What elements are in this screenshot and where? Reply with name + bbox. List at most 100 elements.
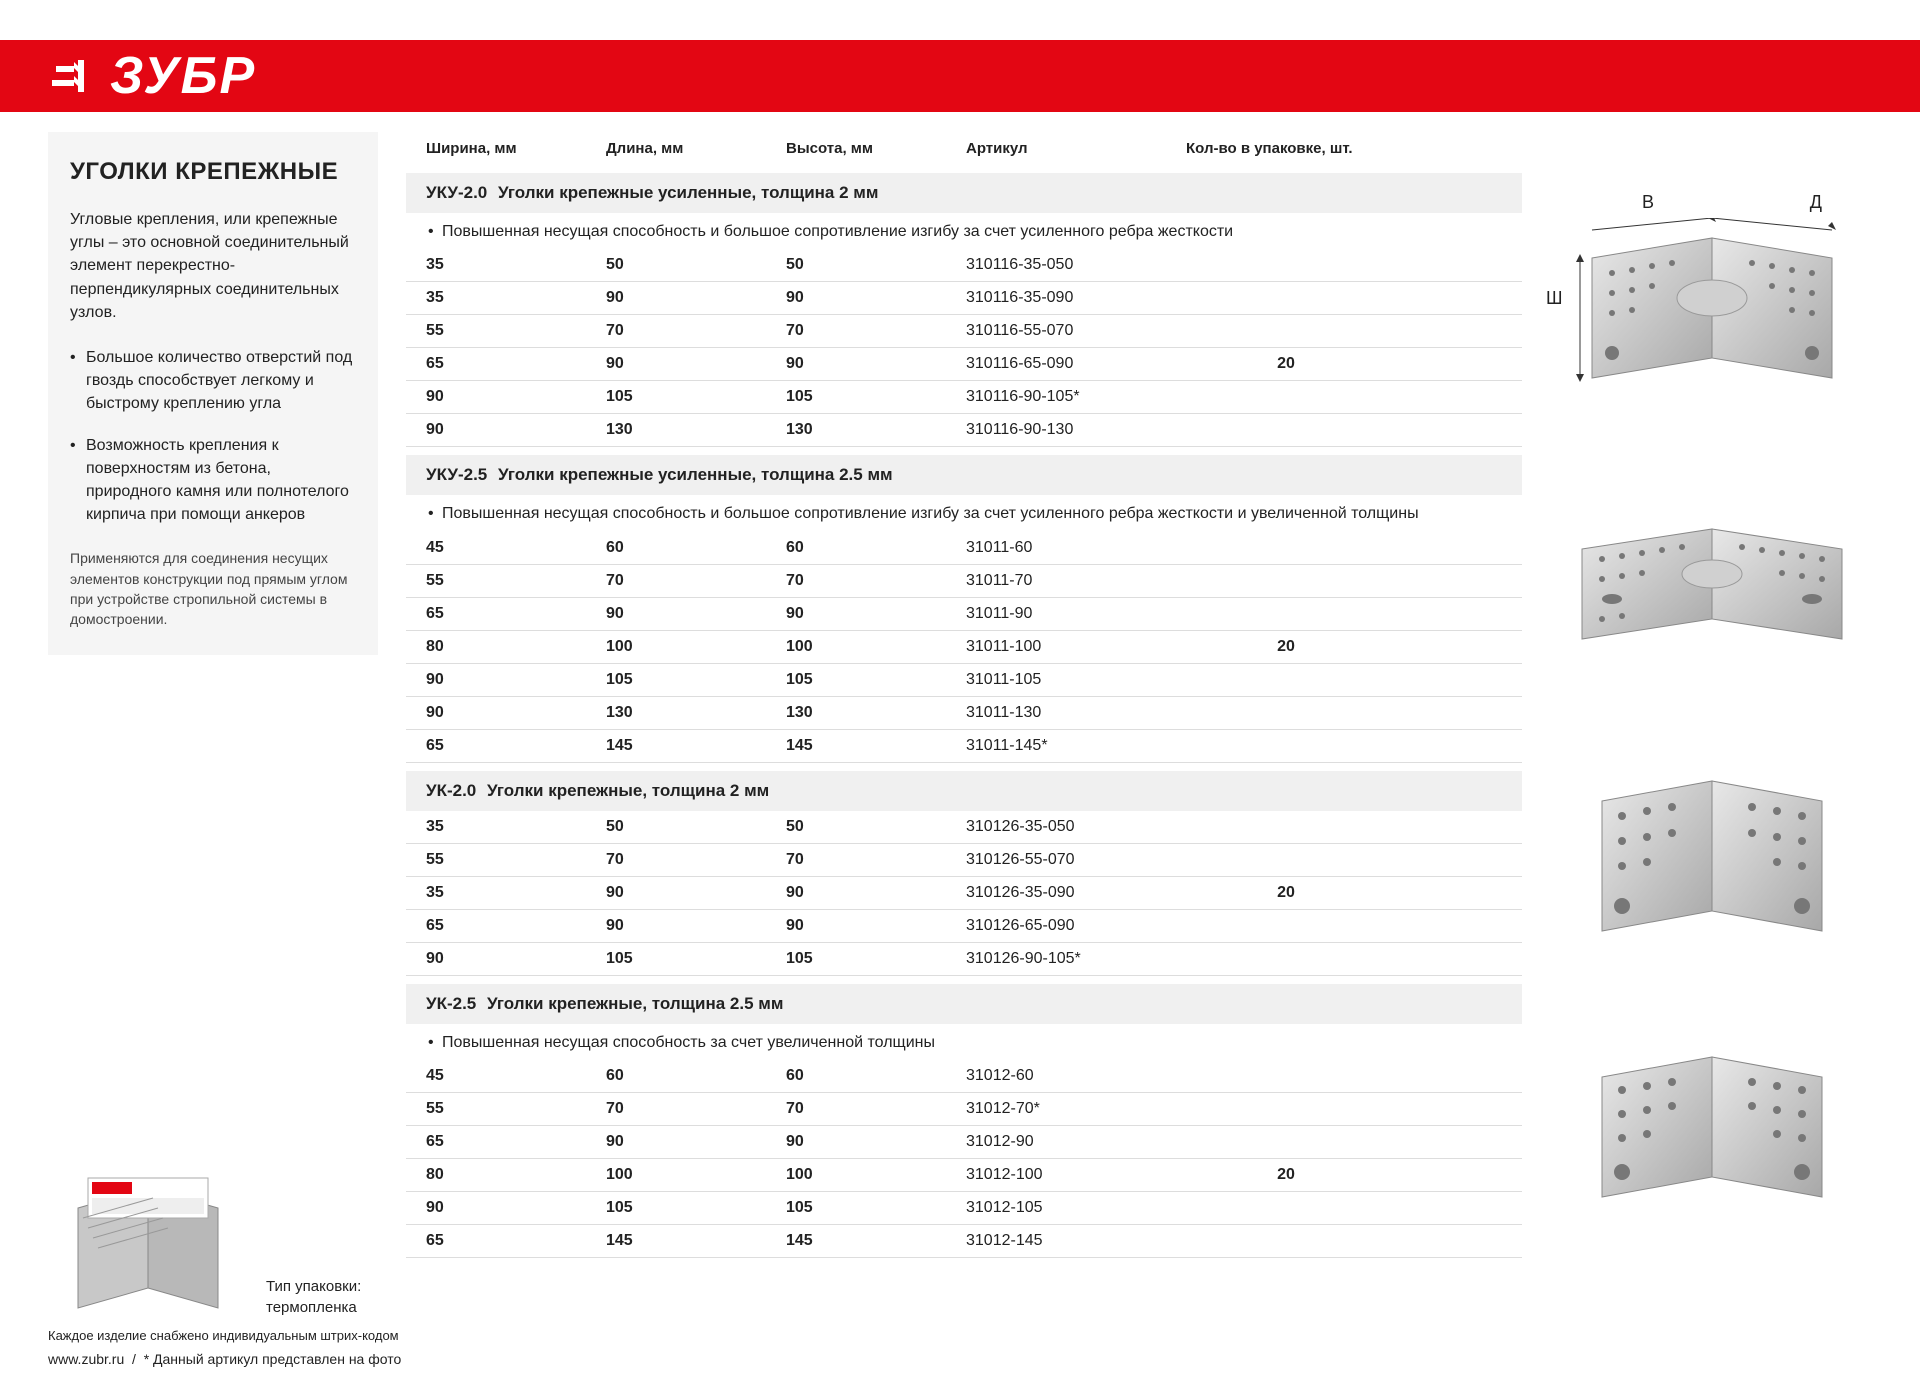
cell: 65 (426, 917, 606, 935)
table-row: 355050310126-35-050 (406, 811, 1522, 844)
cell: 105 (606, 388, 786, 406)
cell: 35 (426, 884, 606, 902)
table-row: 557070310116-55-070 (406, 315, 1522, 348)
cell: 60 (606, 539, 786, 557)
cell: 31011-105 (966, 671, 1186, 689)
col-width: Ширина, мм (426, 140, 606, 157)
cell: 90 (606, 355, 786, 373)
cell: 35 (426, 818, 606, 836)
cell: 130 (606, 421, 786, 439)
table-row: 45606031012-60 (406, 1060, 1522, 1093)
bracket-image-plain (1552, 741, 1872, 961)
logo-icon (48, 52, 96, 100)
cell: 90 (786, 884, 966, 902)
section-note: Повышенная несущая способность за счет у… (406, 1024, 1522, 1060)
bracket-image-reinforced: В Д Ш (1552, 198, 1872, 418)
cell: 70 (786, 322, 966, 340)
cell: 65 (426, 737, 606, 755)
dim-h: Ш (1546, 288, 1563, 309)
col-length: Длина, мм (606, 140, 786, 157)
footer: Тип упаковки: термопленка Каждое изделие… (48, 1168, 1872, 1367)
cell: 45 (426, 539, 606, 557)
table-row: 45606031011-60 (406, 532, 1522, 565)
feature-item: Возможность крепления к поверхностям из … (70, 434, 356, 527)
cell: 90 (786, 1133, 966, 1151)
cell: 90 (606, 289, 786, 307)
sidebar: УГОЛКИ КРЕПЕЖНЫЕ Угловые крепления, или … (48, 132, 378, 655)
cell: 55 (426, 1100, 606, 1118)
cell: 90 (786, 917, 966, 935)
cell: 90 (786, 355, 966, 373)
cell: 31012-70* (966, 1100, 1186, 1118)
footer-url: www.zubr.ru (48, 1351, 124, 1367)
cell: 105 (786, 388, 966, 406)
cell: 90 (786, 289, 966, 307)
cell: 70 (606, 1100, 786, 1118)
bracket-image-wide (1552, 469, 1872, 689)
table-row: 9010510531011-105 (406, 664, 1522, 697)
cell: 100 (606, 638, 786, 656)
cell: 310116-35-090 (966, 289, 1186, 307)
table-row: 659090310126-65-090 (406, 910, 1522, 943)
cell: 65 (426, 355, 606, 373)
cell: 90 (426, 421, 606, 439)
brand-logo: ЗУБР (48, 46, 256, 106)
col-qty: Кол-во в упаковке, шт. (1186, 140, 1386, 157)
table-row: 90130130310116-90-130 (406, 414, 1522, 447)
cell: 70 (606, 851, 786, 869)
table-row: 90105105310126-90-105* (406, 943, 1522, 976)
cell: 31011-60 (966, 539, 1186, 557)
packaging-label: Тип упаковки: (266, 1276, 361, 1297)
cell: 310116-65-090 (966, 355, 1186, 373)
cell: 70 (786, 1100, 966, 1118)
spec-table: 355050310116-35-050359090310116-35-09055… (406, 249, 1522, 447)
cell: 31011-70 (966, 572, 1186, 590)
dim-w: В (1642, 192, 1654, 213)
table-row: 557070310126-55-070 (406, 844, 1522, 877)
cell: 145 (606, 737, 786, 755)
cell: 60 (786, 1067, 966, 1085)
cell: 31011-100 (966, 638, 1186, 656)
section-title: УК-2.0 Уголки крепежные, толщина 2 мм (406, 771, 1522, 811)
cell: 310126-35-050 (966, 818, 1186, 836)
cell: 90 (426, 704, 606, 722)
cell: 31011-130 (966, 704, 1186, 722)
cell: 310116-90-130 (966, 421, 1186, 439)
cell: 130 (606, 704, 786, 722)
cell: 60 (606, 1067, 786, 1085)
cell: 130 (786, 421, 966, 439)
cell: 310116-35-050 (966, 256, 1186, 274)
cell: 310126-55-070 (966, 851, 1186, 869)
cell: 70 (606, 322, 786, 340)
cell-qty: 20 (1186, 355, 1386, 373)
cell: 105 (786, 950, 966, 968)
cell: 105 (786, 671, 966, 689)
cell: 35 (426, 256, 606, 274)
cell: 70 (606, 572, 786, 590)
cell: 31011-145* (966, 737, 1186, 755)
cell-qty: 20 (1186, 884, 1386, 902)
page-title: УГОЛКИ КРЕПЕЖНЫЕ (70, 158, 356, 186)
cell: 55 (426, 851, 606, 869)
cell: 45 (426, 1067, 606, 1085)
cell: 90 (426, 671, 606, 689)
packaging-block: Тип упаковки: термопленка (48, 1168, 401, 1318)
section-note: Повышенная несущая способность и большое… (406, 495, 1522, 531)
table-row: 65909031012-90 (406, 1126, 1522, 1159)
cell: 90 (606, 917, 786, 935)
packaging-caption: Каждое изделие снабжено индивидуальным ш… (48, 1328, 401, 1343)
cell: 35 (426, 289, 606, 307)
brand-name: ЗУБР (110, 46, 256, 106)
section-title: УКУ-2.5 Уголки крепежные усиленные, толщ… (406, 455, 1522, 495)
cell: 100 (786, 638, 966, 656)
cell: 50 (606, 256, 786, 274)
section-note: Повышенная несущая способность и большое… (406, 213, 1522, 249)
packaging-text: Тип упаковки: термопленка (266, 1276, 361, 1318)
section-title: УК-2.5 Уголки крепежные, толщина 2.5 мм (406, 984, 1522, 1024)
usage-note: Применяются для соединения несущих элеме… (70, 548, 356, 629)
cell: 80 (426, 638, 606, 656)
cell: 65 (426, 605, 606, 623)
cell: 310116-90-105* (966, 388, 1186, 406)
cell: 60 (786, 539, 966, 557)
cell: 50 (786, 818, 966, 836)
